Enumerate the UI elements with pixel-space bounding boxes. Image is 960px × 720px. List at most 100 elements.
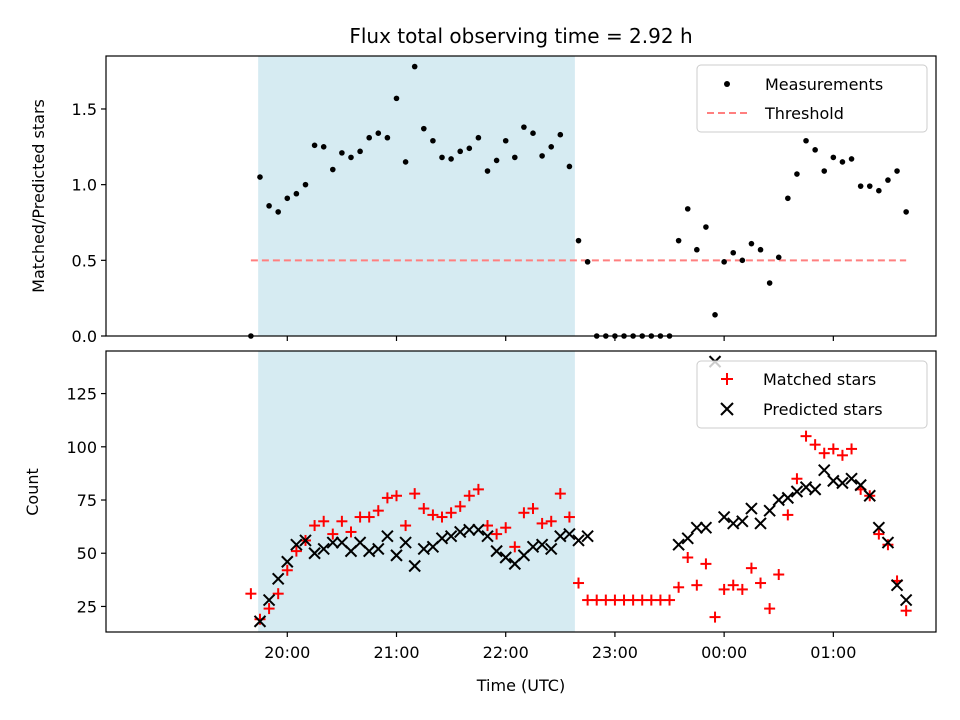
matched-star-point bbox=[491, 528, 503, 540]
measurement-point bbox=[866, 183, 873, 189]
predicted-star-point bbox=[572, 534, 585, 547]
predicted-star-point bbox=[790, 485, 804, 498]
matched-star-point bbox=[791, 473, 803, 485]
predicted-star-point bbox=[836, 476, 849, 490]
matched-star-point bbox=[391, 490, 402, 502]
measurement-point bbox=[821, 168, 828, 174]
matched-star-point bbox=[709, 611, 721, 623]
measurement-point bbox=[539, 153, 545, 159]
matched-star-point bbox=[900, 605, 912, 617]
x-tick-label: 23:00 bbox=[592, 643, 638, 662]
measurements-legend-marker bbox=[724, 81, 730, 87]
measurement-point bbox=[375, 130, 382, 136]
measurement-point bbox=[475, 134, 482, 141]
y-tick-label: 1.0 bbox=[72, 176, 97, 195]
measurement-point bbox=[812, 147, 818, 153]
measurement-point bbox=[730, 249, 737, 256]
matched-star-point bbox=[664, 594, 676, 606]
predicted-star-point bbox=[290, 538, 303, 551]
y-tick-label: 50 bbox=[77, 544, 97, 563]
matched-star-point bbox=[500, 522, 512, 534]
measurement-point bbox=[348, 154, 354, 161]
predicted-star-point bbox=[435, 532, 449, 545]
predicted-star-point bbox=[453, 525, 467, 539]
measurement-point bbox=[521, 124, 527, 130]
measurement-point bbox=[530, 130, 536, 136]
predicted-star-point bbox=[754, 517, 767, 530]
predicted-star-point bbox=[872, 521, 886, 534]
predicted-star-point bbox=[672, 538, 685, 551]
predicted-star-point bbox=[818, 464, 831, 477]
matched-star-point bbox=[554, 488, 566, 500]
matched-star-point bbox=[736, 583, 748, 595]
predicted-star-point bbox=[554, 529, 567, 543]
matched-star-point bbox=[381, 492, 393, 504]
predicted-star-point bbox=[881, 536, 895, 549]
matched-star-point bbox=[682, 551, 694, 563]
measurement-point bbox=[566, 163, 573, 170]
predicted-star-point bbox=[581, 529, 594, 543]
predicted-star-point bbox=[381, 529, 394, 543]
measurement-point bbox=[785, 195, 791, 202]
matched-star-point bbox=[281, 564, 293, 576]
measurement-point bbox=[266, 203, 272, 209]
predicted-star-point bbox=[444, 529, 458, 543]
measurement-point bbox=[320, 144, 327, 150]
matched-star-point bbox=[436, 511, 448, 523]
matched-star-point bbox=[290, 545, 302, 557]
measurement-point bbox=[903, 209, 909, 215]
predicted-star-point bbox=[390, 549, 403, 562]
predicted-star-point bbox=[472, 523, 485, 537]
predicted-star-point bbox=[490, 544, 503, 558]
y-tick-label: 0.0 bbox=[72, 327, 97, 346]
matched-star-point bbox=[818, 447, 830, 459]
predicted-star-point bbox=[772, 493, 785, 507]
predicted-star-point bbox=[736, 515, 749, 528]
measurement-point bbox=[329, 166, 336, 173]
predicted-star-point bbox=[463, 523, 476, 537]
measurement-point bbox=[757, 246, 764, 253]
matched-stars-legend-label: Matched stars bbox=[763, 370, 876, 389]
matched-star-point bbox=[372, 505, 384, 517]
matched-star-point bbox=[700, 558, 712, 570]
measurement-point bbox=[293, 190, 300, 197]
measurement-point bbox=[457, 148, 464, 155]
predicted-star-point bbox=[563, 527, 576, 541]
measurement-point bbox=[876, 187, 882, 194]
counts-legend-box bbox=[696, 360, 928, 429]
predicted-star-point bbox=[362, 544, 376, 558]
measurement-point bbox=[885, 177, 891, 183]
matched-star-point bbox=[427, 509, 439, 521]
predicted-star-point bbox=[808, 483, 822, 496]
measurement-point bbox=[257, 174, 263, 180]
ratio-legend-box bbox=[696, 64, 928, 133]
predicted-star-point bbox=[845, 472, 858, 485]
predicted-star-point bbox=[417, 542, 431, 556]
predicted-star-point bbox=[399, 536, 412, 549]
measurement-point bbox=[402, 159, 409, 165]
counts-panel: 25 50 75 100 125 20:00 21:00 22:00 23:00 00:00 01… bbox=[23, 350, 937, 695]
measurement-point bbox=[739, 257, 746, 264]
predicted-star-point bbox=[727, 517, 740, 530]
predicted-star-point bbox=[690, 521, 704, 534]
predicted-star-point bbox=[545, 542, 558, 556]
counts-observing-window bbox=[258, 351, 575, 632]
measurement-point bbox=[848, 156, 855, 162]
measurement-point bbox=[548, 144, 555, 150]
measurement-point bbox=[311, 142, 318, 149]
matched-star-point bbox=[245, 588, 257, 600]
ratio-x-axis-ticks bbox=[286, 336, 834, 341]
matched-star-point bbox=[691, 579, 703, 591]
matched-star-point bbox=[800, 430, 812, 442]
x-axis-label: Time (UTC) bbox=[476, 676, 565, 695]
x-tick-label: 21:00 bbox=[373, 643, 419, 662]
measurement-point bbox=[366, 134, 372, 141]
predicted-star-point bbox=[763, 504, 776, 517]
measurement-point bbox=[275, 209, 281, 215]
predicted-star-point bbox=[526, 540, 540, 554]
measurement-point bbox=[694, 246, 700, 253]
matched-star-point bbox=[545, 515, 557, 527]
measurement-point bbox=[466, 145, 473, 152]
predicted-star-point bbox=[799, 481, 813, 494]
measurement-point bbox=[794, 171, 800, 177]
